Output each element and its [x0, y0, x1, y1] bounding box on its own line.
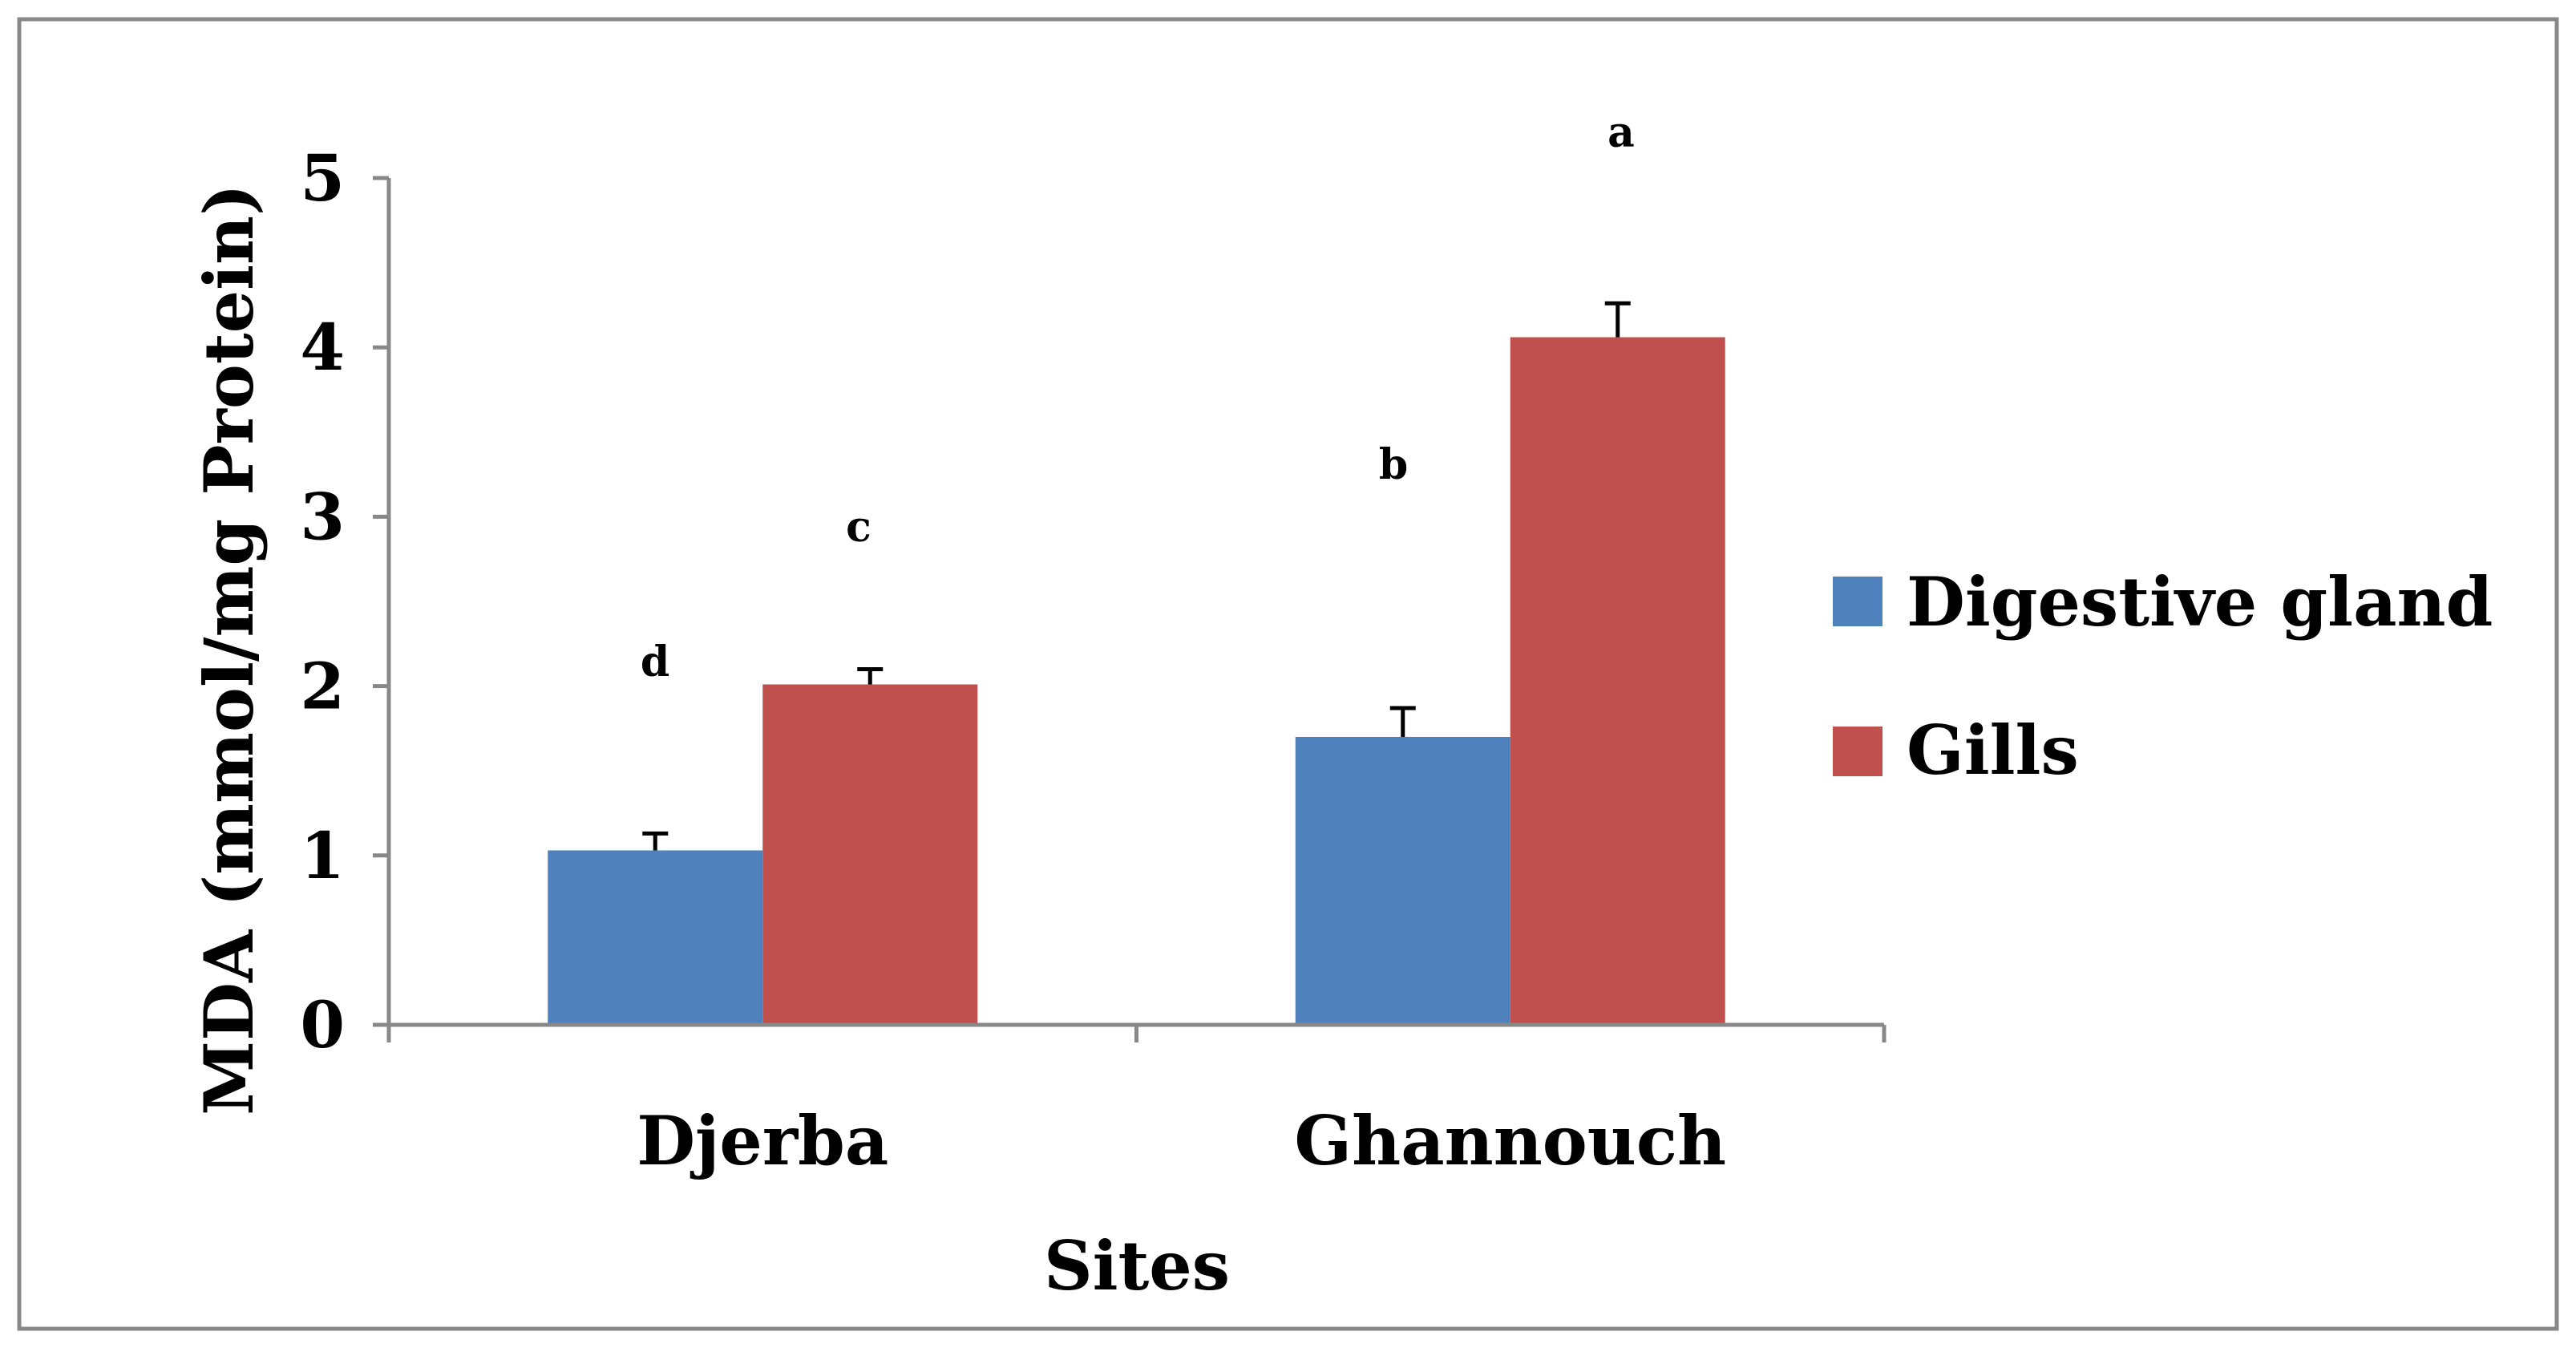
significance-label: d — [641, 638, 669, 686]
chart-frame — [17, 17, 2559, 1331]
x-category-label: Djerba — [637, 1101, 888, 1180]
y-tick-label: 0 — [300, 987, 345, 1063]
bar-digestive-gland-djerba — [548, 850, 763, 1025]
legend-label-digestive-gland: Digestive gland — [1907, 562, 2493, 642]
x-axis-title: Sites — [1044, 1226, 1230, 1305]
bar-digestive-gland-ghannouch — [1295, 736, 1510, 1025]
legend-swatch-digestive-gland — [1833, 577, 1882, 626]
bar-gills-ghannouch — [1510, 337, 1725, 1025]
y-tick-label: 5 — [300, 140, 345, 216]
y-tick-label: 1 — [300, 818, 345, 893]
significance-label: b — [1379, 440, 1408, 489]
y-axis-title: MDA (mmol/mg Protein) — [189, 184, 269, 1115]
y-tick-label: 3 — [300, 479, 345, 554]
y-tick-label: 2 — [300, 649, 345, 724]
significance-label: c — [846, 503, 871, 552]
bars-layer: d c b a — [548, 108, 1725, 1025]
legend-swatch-gills — [1833, 727, 1882, 776]
bar-gills-djerba — [762, 684, 978, 1025]
significance-label: a — [1607, 108, 1635, 157]
x-category-label: Ghannouch — [1294, 1101, 1726, 1180]
legend-label-gills: Gills — [1907, 710, 2079, 790]
category-labels: Djerba Ghannouch — [637, 1101, 1726, 1180]
y-tick-label: 4 — [300, 310, 345, 385]
ticks-layer: 0 1 2 3 4 5 — [300, 140, 1887, 1063]
legend: Digestive gland Gills — [1833, 562, 2493, 790]
